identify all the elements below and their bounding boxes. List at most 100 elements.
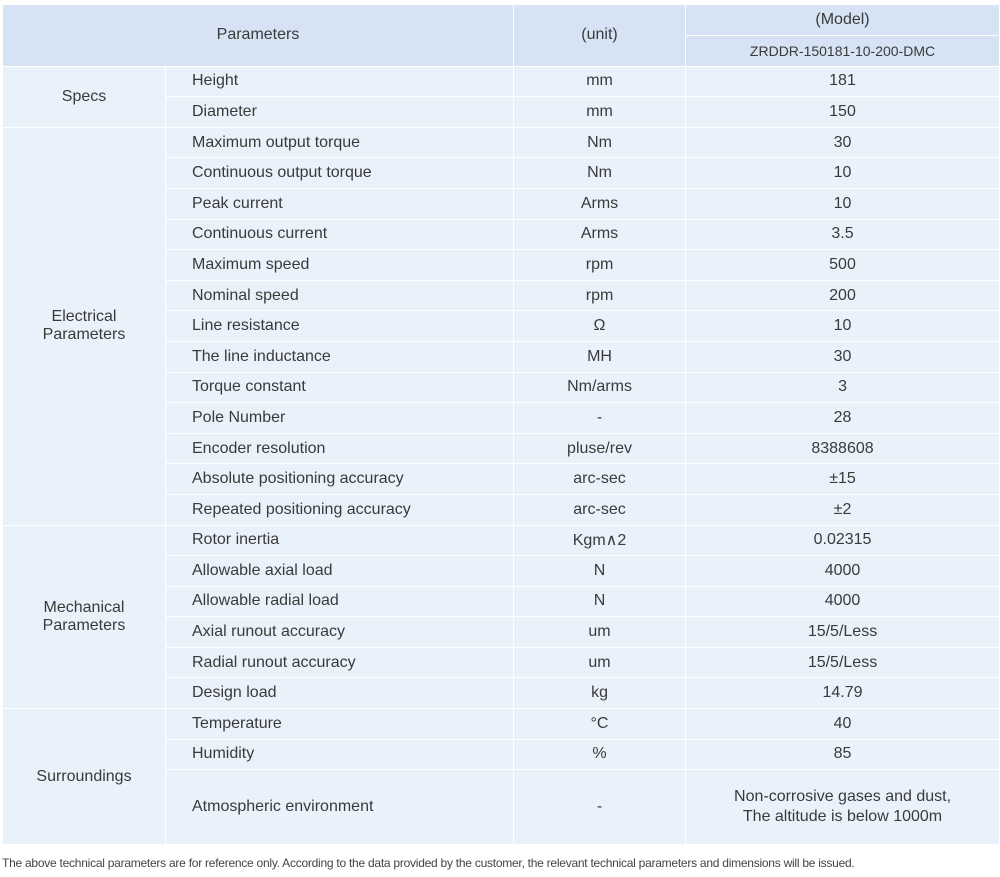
value: 500 xyxy=(685,249,1000,281)
group-name: Specs xyxy=(2,65,166,128)
value: 30 xyxy=(685,126,1000,159)
value: 3.5 xyxy=(685,218,1000,251)
unit: - xyxy=(513,769,687,846)
parameter: Absolute positioning accuracy xyxy=(164,463,515,495)
unit: rpm xyxy=(513,249,687,281)
parameter: Torque constant xyxy=(164,371,515,404)
table-row: Continuous output torque Nm 10 xyxy=(3,157,1000,189)
table-row: Line resistance Ω 10 xyxy=(3,310,1000,342)
value: 40 xyxy=(685,708,1000,740)
unit: mm xyxy=(513,96,687,128)
unit: Nm xyxy=(513,157,687,189)
unit: Nm xyxy=(513,126,687,159)
table-row: Nominal speed rpm 200 xyxy=(3,279,1000,312)
parameter: Axial runout accuracy xyxy=(164,616,515,648)
value: Non-corrosive gases and dust, The altitu… xyxy=(685,769,1000,846)
parameter: Height xyxy=(164,65,515,98)
value: 10 xyxy=(685,187,1000,220)
unit: arc-sec xyxy=(513,463,687,495)
unit: rpm xyxy=(513,279,687,312)
value: 14.79 xyxy=(685,677,1000,710)
parameter: Continuous current xyxy=(164,218,515,251)
unit: N xyxy=(513,585,687,618)
parameter: Radial runout accuracy xyxy=(164,646,515,679)
parameter: Design load xyxy=(164,677,515,710)
unit: °C xyxy=(513,708,687,740)
header-model: (Model) xyxy=(685,4,1000,36)
group-name: Electrical Parameters xyxy=(2,126,166,526)
parameter: Rotor inertia xyxy=(164,524,515,557)
header-parameters: Parameters xyxy=(1,4,515,67)
parameter: Diameter xyxy=(164,96,515,128)
value: 3 xyxy=(685,371,1000,404)
table-row: Maximum speed rpm 500 xyxy=(3,249,1000,281)
table-row: Allowable radial load N 4000 xyxy=(3,585,1000,618)
value: 15/5/Less xyxy=(685,616,1000,648)
table-row: Pole Number -28 xyxy=(3,402,1000,434)
value: 28 xyxy=(685,402,1000,434)
parameter: Maximum output torque xyxy=(164,126,515,159)
unit: pluse/rev xyxy=(513,432,687,465)
unit: - xyxy=(513,402,687,434)
header-unit: (unit) xyxy=(513,4,687,67)
unit: um xyxy=(513,616,687,648)
unit: Arms xyxy=(513,187,687,220)
value: 15/5/Less xyxy=(685,646,1000,679)
parameter: Atmospheric environment xyxy=(164,769,515,846)
value: ±15 xyxy=(685,463,1000,495)
value: 4000 xyxy=(685,585,1000,618)
value: 30 xyxy=(685,340,1000,373)
table-row: Mechanical Parameters Rotor inertia Kgm∧2 0… xyxy=(2,524,1000,710)
unit: % xyxy=(513,738,687,771)
table-row: Radial runout accuracy um 15/5/Less xyxy=(3,646,1000,679)
value: 10 xyxy=(685,157,1000,189)
unit: Nm/arms xyxy=(513,371,687,404)
parameter: Line resistance xyxy=(164,310,515,342)
table-row: Repeated positioning accuracy arc-sec ±2 xyxy=(3,493,1000,526)
unit: Kgm∧2 xyxy=(513,524,687,557)
table-row: Absolute positioning accuracy arc-sec ±15 xyxy=(3,463,1000,495)
parameter: Peak current xyxy=(164,187,515,220)
unit: N xyxy=(513,555,687,587)
parameter: Humidity xyxy=(164,738,515,771)
unit: Arms xyxy=(513,218,687,251)
unit: kg xyxy=(513,677,687,710)
parameter: The line inductance xyxy=(164,340,515,373)
group-name: Mechanical Parameters xyxy=(2,524,166,710)
parameter: Repeated positioning accuracy xyxy=(164,493,515,526)
value: 4000 xyxy=(685,555,1000,587)
table-row: Continuous current Arms 3.5 xyxy=(3,218,1000,251)
parameter: Maximum speed xyxy=(164,249,515,281)
header-model-name: ZRDDR-150181-10-200-DMC xyxy=(685,34,1000,67)
table-row: Allowable axial load N 4000 xyxy=(3,555,1000,587)
footnote: The above technical parameters are for r… xyxy=(2,856,855,870)
table-row: Encoder resolution pluse/rev 8388608 xyxy=(3,432,1000,465)
value: ±2 xyxy=(685,493,1000,526)
unit: mm xyxy=(513,65,687,98)
group-name: Surroundings xyxy=(2,708,166,846)
unit: Ω xyxy=(513,310,687,342)
parameter: Continuous output torque xyxy=(164,157,515,189)
parameter: Allowable axial load xyxy=(164,555,515,587)
spec-table: Parameters (unit) (Model) ZRDDR-150181-1… xyxy=(1,4,1000,846)
unit: um xyxy=(513,646,687,679)
unit: MH xyxy=(513,340,687,373)
value: 10 xyxy=(685,310,1000,342)
value: 200 xyxy=(685,279,1000,312)
parameter: Temperature xyxy=(164,708,515,740)
table-row: Peak current Arms 10 xyxy=(3,187,1000,220)
value: 85 xyxy=(685,738,1000,771)
value: 0.02315 xyxy=(685,524,1000,557)
value: 8388608 xyxy=(685,432,1000,465)
unit: arc-sec xyxy=(513,493,687,526)
parameter: Allowable radial load xyxy=(164,585,515,618)
table-row: Atmospheric environment - Non-corrosive ga… xyxy=(3,769,1000,846)
value: 181 xyxy=(685,65,1000,98)
table-row: Axial runout accuracy um 15/5/Less xyxy=(3,616,1000,648)
parameter: Pole Number xyxy=(164,402,515,434)
parameter: Nominal speed xyxy=(164,279,515,312)
parameter: Encoder resolution xyxy=(164,432,515,465)
table-row: Humidity% 85 xyxy=(3,738,1000,771)
table-row: Diameter mm 150 xyxy=(3,96,1000,128)
